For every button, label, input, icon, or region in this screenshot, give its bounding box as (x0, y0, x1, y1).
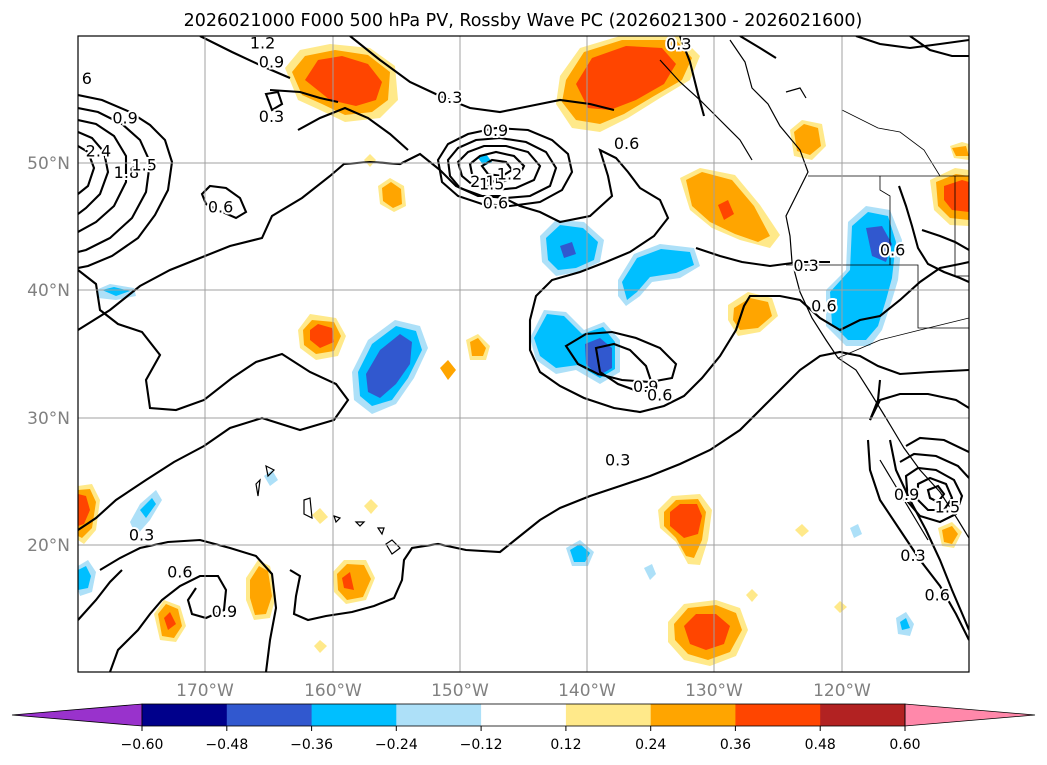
colorbar-tick-label: −0.60 (121, 737, 164, 753)
shade-positive-1 (285, 44, 398, 122)
x-tick-label: 170°W (176, 681, 234, 701)
contour-label: 0.9 (483, 121, 508, 140)
contour-label: 0.6 (811, 297, 836, 316)
shade-positive-3 (680, 168, 780, 248)
colorbar-tick-label: −0.48 (205, 737, 248, 753)
shade-negative-3 (540, 220, 604, 276)
x-tick-labels: 170°W 160°W 150°W 140°W 130°W 120°W (176, 681, 871, 701)
colorbar: −0.60 −0.48 −0.36 −0.24 −0.12 0.12 0.24 0.36 0.4… (11, 703, 1036, 753)
shade-positive-5 (298, 314, 346, 360)
shade-positive-10 (246, 560, 276, 620)
contour-label: 0.6 (924, 585, 949, 604)
contour-label: 0.3 (900, 546, 925, 565)
contour-label: 1.5 (935, 498, 960, 517)
contour-label: 1.2 (250, 33, 275, 52)
contour-label: 1.8 (114, 163, 139, 182)
colorbar-tick-label: −0.24 (375, 737, 418, 753)
x-tick-label: 140°W (558, 681, 616, 701)
colorbar-tick-label: 0.36 (720, 737, 751, 753)
contour-label: 0.9 (894, 485, 919, 504)
shade-positive-11 (154, 600, 186, 642)
contour-label: 0.6 (167, 563, 192, 582)
coastlines (255, 39, 969, 555)
x-tick-label: 130°W (685, 681, 743, 701)
contour-label: 2.1 (470, 172, 495, 191)
contour-label: 0.3 (259, 107, 284, 126)
y-tick-label: 20°N (27, 536, 70, 556)
shade-negative-1 (352, 320, 428, 414)
shade-positive-4 (930, 168, 969, 226)
y-tick-labels: 20°N 30°N 40°N 50°N (27, 154, 70, 556)
shade-negative-5 (826, 206, 902, 346)
contour-label: 0.6 (208, 197, 233, 216)
shade-positive-6 (728, 292, 778, 336)
contour-label: 6 (82, 69, 92, 88)
contour-label: 0.9 (112, 108, 137, 127)
colorbar-tick-label: 0.48 (805, 737, 836, 753)
colorbar-swatch (396, 704, 482, 726)
colorbar-frame (141, 703, 906, 727)
shade-positive-7 (658, 494, 712, 565)
colorbar-swatch (820, 704, 906, 726)
map-panel: 1.20.90.30.30.90.62.11.51.20.92.41.81.56… (77, 31, 970, 673)
contour-label: 1.5 (131, 156, 156, 175)
contour-label: 1.2 (497, 164, 522, 183)
y-tick-label: 30°N (27, 409, 70, 429)
colorbar-swatch (565, 704, 652, 726)
contour-label: 0.3 (129, 526, 154, 545)
pv-contours (78, 36, 969, 672)
shade-positive-8 (668, 600, 748, 666)
contour-label: 0.3 (437, 88, 462, 107)
colorbar-swatch (226, 704, 313, 726)
contour-label: 0.3 (666, 35, 691, 54)
x-tick-label: 160°W (304, 681, 362, 701)
y-tick-label: 40°N (27, 281, 70, 301)
y-tick-label: 50°N (27, 154, 70, 174)
colorbar-extend-low (11, 703, 143, 727)
colorbar-tick-label: −0.12 (460, 737, 503, 753)
contour-label: 1.5 (479, 175, 504, 194)
colorbar-swatch (481, 704, 567, 726)
colorbar-tick-label: −0.36 (290, 737, 333, 753)
colorbar-extend-high (904, 703, 1036, 727)
contour-label: 0.6 (880, 241, 905, 260)
contour-label: 0.9 (633, 377, 658, 396)
colorbar-tick-label: 0.12 (550, 737, 581, 753)
colorbar-tick-label: 0.60 (889, 737, 920, 753)
contour-label: 0.9 (259, 52, 284, 71)
shade-positive-9 (333, 560, 375, 604)
contour-label: 0.6 (483, 194, 508, 213)
colorbar-tick-label: 0.24 (635, 737, 666, 753)
shade-positive-2 (556, 36, 700, 132)
contour-label: 0.3 (793, 256, 818, 275)
colorbar-swatch (142, 704, 228, 726)
colorbar-swatch (650, 704, 737, 726)
contour-label: 0.6 (614, 134, 639, 153)
contour-label: 2.4 (86, 142, 111, 161)
chart-title: 2026021000 F000 500 hPa PV, Rossby Wave … (184, 11, 863, 31)
x-tick-label: 150°W (431, 681, 489, 701)
map-frame (77, 35, 970, 673)
contour-labels: 1.20.90.30.30.90.62.11.51.20.92.41.81.56… (80, 31, 962, 623)
contour-label: 0.9 (212, 602, 237, 621)
colorbar-swatch (311, 704, 397, 726)
shade-positive-small (312, 120, 969, 653)
x-tick-label: 120°W (813, 681, 871, 701)
shaded-anomalies (78, 36, 969, 666)
graticule (78, 36, 969, 672)
contour-label: 0.6 (647, 386, 672, 405)
contour-label: 0.3 (605, 451, 630, 470)
colorbar-swatch (735, 704, 821, 726)
